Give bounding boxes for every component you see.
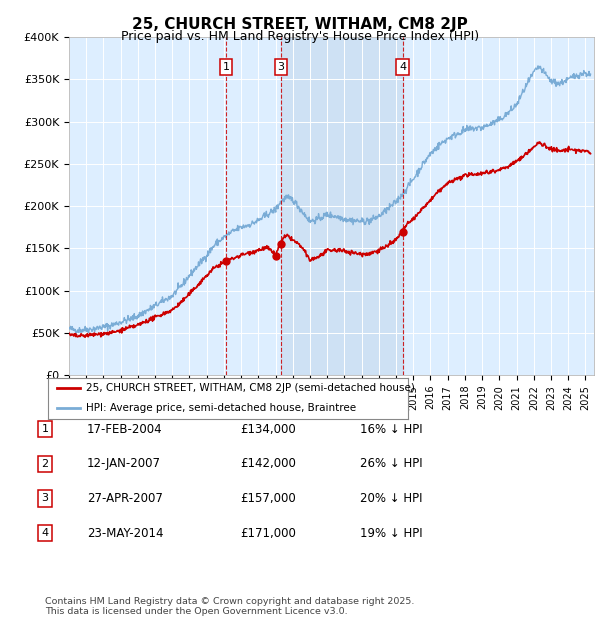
Text: £134,000: £134,000	[240, 423, 296, 435]
Text: 17-FEB-2004: 17-FEB-2004	[87, 423, 163, 435]
Text: This data is licensed under the Open Government Licence v3.0.: This data is licensed under the Open Gov…	[45, 607, 347, 616]
Text: 27-APR-2007: 27-APR-2007	[87, 492, 163, 505]
Text: 1: 1	[223, 62, 229, 72]
Text: 1: 1	[41, 424, 49, 434]
Text: 12-JAN-2007: 12-JAN-2007	[87, 458, 161, 470]
Text: HPI: Average price, semi-detached house, Braintree: HPI: Average price, semi-detached house,…	[86, 404, 356, 414]
Text: 4: 4	[399, 62, 406, 72]
Text: 25, CHURCH STREET, WITHAM, CM8 2JP (semi-detached house): 25, CHURCH STREET, WITHAM, CM8 2JP (semi…	[86, 383, 415, 393]
Text: 3: 3	[41, 494, 49, 503]
Text: 16% ↓ HPI: 16% ↓ HPI	[360, 423, 422, 435]
Text: 4: 4	[41, 528, 49, 538]
Text: £171,000: £171,000	[240, 527, 296, 539]
Text: 20% ↓ HPI: 20% ↓ HPI	[360, 492, 422, 505]
Text: £142,000: £142,000	[240, 458, 296, 470]
Text: 23-MAY-2014: 23-MAY-2014	[87, 527, 163, 539]
Text: 3: 3	[278, 62, 284, 72]
Text: Price paid vs. HM Land Registry's House Price Index (HPI): Price paid vs. HM Land Registry's House …	[121, 30, 479, 43]
Bar	[281, 37, 403, 375]
Text: 2: 2	[41, 459, 49, 469]
Text: 19% ↓ HPI: 19% ↓ HPI	[360, 527, 422, 539]
Text: 26% ↓ HPI: 26% ↓ HPI	[360, 458, 422, 470]
Text: Contains HM Land Registry data © Crown copyright and database right 2025.: Contains HM Land Registry data © Crown c…	[45, 597, 415, 606]
Text: £157,000: £157,000	[240, 492, 296, 505]
Text: 25, CHURCH STREET, WITHAM, CM8 2JP: 25, CHURCH STREET, WITHAM, CM8 2JP	[132, 17, 468, 32]
